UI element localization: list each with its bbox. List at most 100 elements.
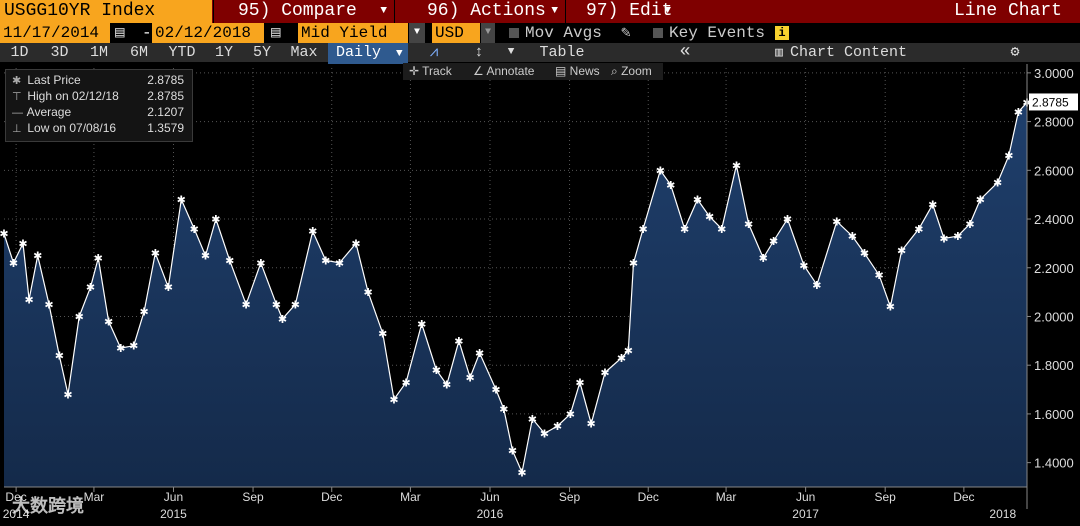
series-line [3, 102, 1028, 475]
data-point: ✱ [600, 367, 609, 380]
y-tick-label: 2.2000 [1034, 261, 1074, 276]
last-price-label: 2.8785 [1029, 93, 1078, 111]
data-point: ✱ [1004, 150, 1013, 163]
period-1m[interactable]: 1M [89, 44, 108, 61]
field-select[interactable]: Mid Yield [298, 23, 408, 43]
data-point: ✱ [24, 293, 33, 306]
data-point: ✱ [201, 250, 210, 263]
legend-low[interactable]: ⊥ Low on 07/08/16 1.3579 [12, 120, 188, 136]
chevron-down-icon[interactable]: ▼ [481, 23, 495, 43]
calendar-icon[interactable]: ▤ [271, 24, 281, 42]
data-point: ✱ [993, 176, 1002, 189]
frequency-label: Daily [336, 44, 382, 61]
data-point: ✱ [9, 257, 18, 270]
data-point: ✱ [705, 211, 714, 224]
data-point: ✱ [617, 352, 626, 365]
data-point: ✱ [566, 408, 575, 421]
asterisk-icon: ✱ [12, 75, 22, 87]
chart-tools: ✛ Track ∠ Annotate ▤ News ⌕ Zoom [403, 63, 663, 80]
gear-icon[interactable]: ⚙ [1010, 44, 1020, 61]
legend-average[interactable]: — Average 2.1207 [12, 104, 188, 120]
compare-button[interactable]: 95) Compare ▼ [213, 0, 393, 23]
data-point: ✱ [190, 223, 199, 236]
chevron-down-icon[interactable]: ▼ [409, 23, 425, 43]
period-ytd[interactable]: YTD [168, 44, 196, 61]
line-chart-icon[interactable]: ⩘ [429, 44, 439, 61]
key-events-label: Key Events [669, 24, 766, 42]
data-point: ✱ [624, 345, 633, 358]
calendar-icon[interactable]: ▤ [115, 24, 125, 42]
news-tool[interactable]: ▤ News [555, 64, 600, 78]
y-tick-label: 1.6000 [1034, 407, 1074, 422]
bar-type-icon[interactable]: ↕ [474, 44, 484, 61]
edit-button[interactable]: 97) Edit ▼ [565, 0, 677, 23]
data-point: ✱ [965, 218, 974, 231]
data-point: ✱ [417, 318, 426, 331]
period-5y[interactable]: 5Y [252, 44, 271, 61]
last-price-box [1029, 93, 1078, 111]
data-point: ✱ [759, 252, 768, 265]
period-1y[interactable]: 1Y [214, 44, 233, 61]
data-point: ✱ [44, 298, 53, 311]
ticker-field[interactable]: USGG10YR Index [0, 0, 212, 23]
legend-high[interactable]: ⊤ High on 02/12/18 2.8785 [12, 88, 188, 104]
x-year-label: 2014 [3, 507, 30, 521]
legend-last-price[interactable]: ✱ Last Price 2.8785 [12, 72, 188, 88]
data-point: ✱ [680, 223, 689, 236]
period-1d[interactable]: 1D [10, 44, 29, 61]
data-point: ✱ [256, 257, 265, 270]
period-3d[interactable]: 3D [50, 44, 69, 61]
x-tick-label: Dec [321, 490, 342, 504]
low-marker-icon: ⊥ [12, 123, 22, 135]
data-point: ✱ [55, 349, 64, 362]
data-point: ✱ [129, 340, 138, 353]
mov-avgs-label: Mov Avgs [525, 24, 602, 42]
chart-content-button[interactable]: Chart Content [790, 44, 908, 61]
data-point: ✱ [351, 237, 360, 250]
y-tick-label: 2.0000 [1034, 309, 1074, 324]
data-point: ✱ [401, 376, 410, 389]
data-point: ✱ [33, 250, 42, 263]
data-point: ✱ [94, 252, 103, 265]
mov-avgs-toggle[interactable]: Mov Avgs [506, 23, 626, 43]
y-tick-label: 1.4000 [1034, 456, 1074, 471]
start-date-field[interactable]: 11/17/2014 [0, 23, 110, 43]
data-point: ✱ [799, 259, 808, 272]
key-events-toggle[interactable]: Key Events [650, 23, 770, 43]
data-point: ✱ [291, 298, 300, 311]
legend-value: 1.3579 [147, 121, 184, 135]
legend-label: Last Price [27, 73, 81, 87]
pencil-icon[interactable]: ✎ [621, 24, 631, 42]
data-point: ✱ [886, 301, 895, 314]
table-button[interactable]: Table [539, 44, 585, 61]
data-point: ✱ [517, 466, 526, 479]
info-icon[interactable]: i [775, 26, 789, 40]
caret-down-icon[interactable]: ▼ [507, 46, 515, 58]
track-tool[interactable]: ✛ Track [409, 64, 452, 78]
data-point: ✱ [928, 198, 937, 211]
actions-button[interactable]: 96) Actions ▼ [394, 0, 564, 23]
collapse-icon[interactable]: « [679, 43, 691, 62]
y-tick-label: 3.0000 [1034, 66, 1074, 81]
data-point: ✱ [454, 335, 463, 348]
end-date-field[interactable]: 02/12/2018 [152, 23, 264, 43]
period-max[interactable]: Max [290, 44, 318, 61]
currency-select[interactable]: USD [432, 23, 480, 43]
annotate-tool[interactable]: ∠ Annotate [473, 64, 535, 78]
data-point: ✱ [656, 164, 665, 177]
data-point: ✱ [491, 384, 500, 397]
frequency-select[interactable]: Daily ▼ [328, 43, 408, 64]
data-point: ✱ [540, 427, 549, 440]
legend-value: 2.1207 [147, 105, 184, 119]
data-point: ✱ [242, 298, 251, 311]
data-point: ✱ [116, 342, 125, 355]
period-6m[interactable]: 6M [129, 44, 148, 61]
yield-chart: ✱✱✱✱✱✱✱✱✱✱✱✱✱ ✱✱✱✱✱✱✱✱✱✱✱✱✱✱✱✱ ✱✱✱✱✱✱✱✱✱✱✱… [0, 64, 1078, 521]
data-point: ✱ [465, 371, 474, 384]
x-tick-label: Mar [84, 490, 105, 504]
settings-bar: 11/17/2014 ▤ - 02/12/2018 ▤ Mid Yield ▼ … [0, 23, 1080, 43]
zoom-tool[interactable]: ⌕ Zoom [611, 64, 652, 78]
date-separator: - [142, 24, 152, 42]
data-point: ✱ [638, 223, 647, 236]
title-bar: USGG10YR Index 95) Compare ▼ 96) Actions… [0, 0, 1080, 23]
